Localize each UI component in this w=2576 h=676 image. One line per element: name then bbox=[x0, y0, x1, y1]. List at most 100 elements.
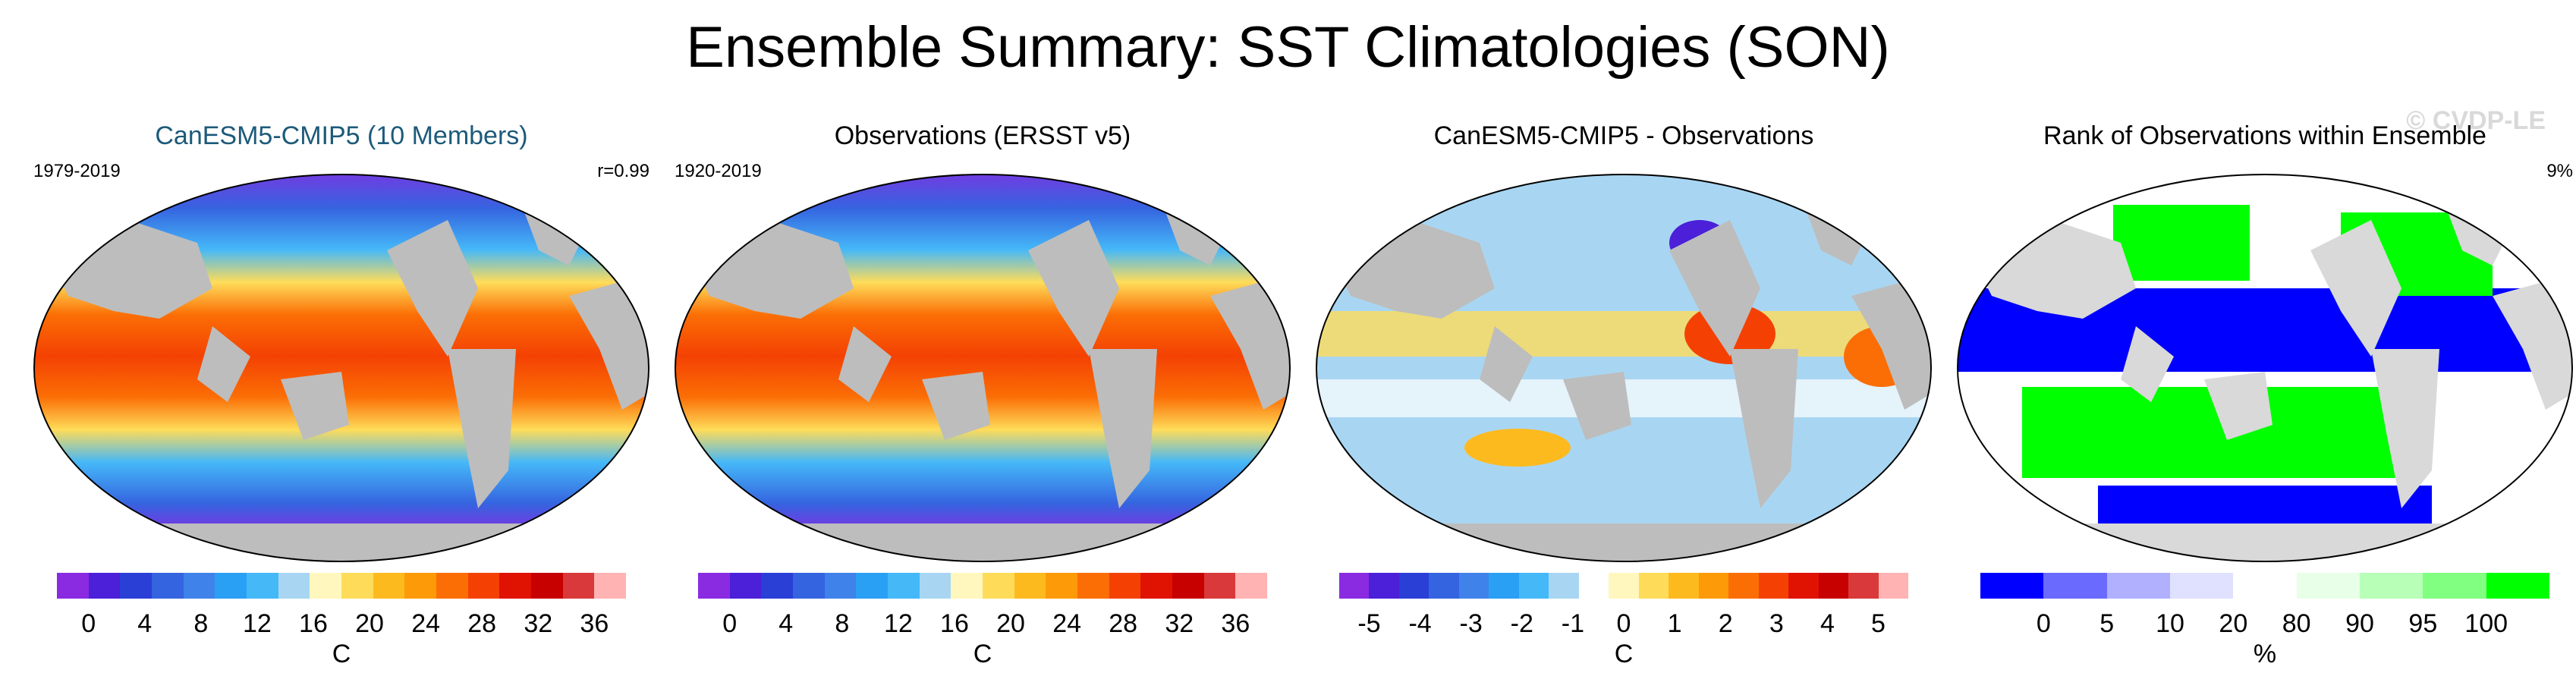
colorbar-swatch bbox=[341, 573, 374, 599]
colorbar-swatch bbox=[373, 573, 405, 599]
colorbar-tick-label: 8 bbox=[835, 609, 850, 638]
colorbar-swatch bbox=[2106, 573, 2171, 599]
colorbar-tick-label: 4 bbox=[137, 609, 153, 638]
colorbar-tick-label: -3 bbox=[1459, 609, 1483, 638]
colorbar-tick-label: 36 bbox=[1221, 609, 1250, 638]
colorbar-tick-label: 8 bbox=[193, 609, 209, 638]
colorbar-tick-label: -5 bbox=[1357, 609, 1381, 638]
colorbar-unit-label: C bbox=[1614, 640, 1634, 668]
colorbar-swatch bbox=[1848, 573, 1879, 599]
panel-rank: Rank of Observations within Ensemble 9% bbox=[1946, 114, 2576, 675]
colorbar-swatch bbox=[2170, 573, 2234, 599]
page-title: Ensemble Summary: SST Climatologies (SON… bbox=[686, 15, 1890, 80]
colorbar-tick-label: -1 bbox=[1561, 609, 1585, 638]
period-label: 1979-2019 bbox=[33, 161, 121, 181]
colorbar-swatch bbox=[1172, 573, 1205, 599]
colorbar-tick-label: 32 bbox=[1165, 609, 1194, 638]
colorbar-tick-label: 100 bbox=[2464, 609, 2508, 638]
colorbar-swatch bbox=[562, 573, 595, 599]
colorbar-swatch bbox=[310, 573, 342, 599]
colorbar-swatch bbox=[729, 573, 762, 599]
colorbar-swatch bbox=[1818, 573, 1849, 599]
colorbar-swatch bbox=[1728, 573, 1760, 599]
colorbar-swatch bbox=[698, 573, 731, 599]
colorbar: 0 4 8 12 16 20 24 28 32 36 C bbox=[664, 573, 1301, 668]
colorbar-tick-label: 12 bbox=[242, 609, 272, 638]
colorbar-tick-label: 95 bbox=[2408, 609, 2438, 638]
colorbar-swatch bbox=[152, 573, 184, 599]
colorbar-tick-label: 2 bbox=[1718, 609, 1733, 638]
colorbar-unit-label: C bbox=[332, 640, 351, 668]
colorbar-tick-label: 20 bbox=[996, 609, 1025, 638]
colorbar-unit-label: % bbox=[2253, 640, 2277, 668]
colorbar-swatch bbox=[1489, 573, 1520, 599]
colorbar-tick-label: 90 bbox=[2345, 609, 2374, 638]
colorbar-swatch bbox=[1758, 573, 1789, 599]
colorbar-swatch bbox=[1398, 573, 1430, 599]
panel-title: CanESM5-CMIP5 (10 Members) bbox=[155, 121, 528, 150]
colorbar-swatch bbox=[2233, 573, 2298, 599]
colorbar-swatch bbox=[983, 573, 1015, 599]
colorbar-swatch bbox=[1429, 573, 1460, 599]
colorbar-swatch bbox=[1014, 573, 1046, 599]
colorbar-swatch bbox=[1609, 573, 1640, 599]
panel-title: CanESM5-CMIP5 - Observations bbox=[1433, 121, 1814, 150]
colorbar-swatch bbox=[1109, 573, 1141, 599]
panel-title: Observations (ERSST v5) bbox=[834, 121, 1131, 150]
colorbar-swatch bbox=[1203, 573, 1236, 599]
colorbar-swatch bbox=[1638, 573, 1669, 599]
colorbar-swatch bbox=[1046, 573, 1078, 599]
colorbar: -5 -4 -3 -2 -1 0 1 2 3 4 5 C bbox=[1305, 573, 1942, 668]
colorbar-tick-label: 0 bbox=[81, 609, 96, 638]
colorbar-tick-label: -2 bbox=[1510, 609, 1533, 638]
correlation-label: r=0.99 bbox=[597, 161, 650, 181]
colorbar-swatch bbox=[2423, 573, 2487, 599]
colorbar-swatch bbox=[1578, 573, 1609, 599]
colorbar-swatch bbox=[1878, 573, 1909, 599]
colorbar-swatch bbox=[499, 573, 532, 599]
colorbar-tick-label: 20 bbox=[355, 609, 384, 638]
colorbar: 0 5 10 20 80 90 95 100% bbox=[1946, 573, 2576, 668]
colorbar-swatch bbox=[1980, 573, 2044, 599]
colorbar-swatch bbox=[824, 573, 857, 599]
colorbar-tick-label: 0 bbox=[1616, 609, 1631, 638]
colorbar-swatch bbox=[2360, 573, 2423, 599]
panel-observed-climatology: Observations (ERSST v5) 1920-2019 bbox=[664, 114, 1301, 675]
colorbar-tick-label: 16 bbox=[299, 609, 328, 638]
colorbar-swatch bbox=[215, 573, 247, 599]
colorbar-swatch bbox=[1518, 573, 1549, 599]
colorbar-swatch bbox=[793, 573, 826, 599]
colorbar-swatch bbox=[247, 573, 279, 599]
colorbar-swatch bbox=[1369, 573, 1400, 599]
colorbar-swatch bbox=[1235, 573, 1268, 599]
colorbar-tick-label: 5 bbox=[1871, 609, 1886, 638]
colorbar-swatch bbox=[594, 573, 627, 599]
colorbar-tick-label: 3 bbox=[1769, 609, 1784, 638]
colorbar-swatch bbox=[2296, 573, 2361, 599]
rank-map bbox=[1957, 174, 2573, 562]
colorbar-swatch bbox=[88, 573, 121, 599]
colorbar-tick-label: 36 bbox=[580, 609, 609, 638]
colorbar-swatch bbox=[1549, 573, 1580, 599]
colorbar-swatch bbox=[404, 573, 437, 599]
colorbar-swatch bbox=[856, 573, 889, 599]
colorbar-swatch bbox=[1140, 573, 1173, 599]
colorbar-swatch bbox=[1788, 573, 1820, 599]
colorbar-swatch bbox=[1669, 573, 1700, 599]
colorbar-unit-label: C bbox=[973, 640, 992, 668]
colorbar-swatch bbox=[531, 573, 564, 599]
panel-difference: CanESM5-CMIP5 - Observations bbox=[1305, 114, 1942, 675]
colorbar-swatch bbox=[1339, 573, 1370, 599]
colorbar-swatch bbox=[436, 573, 469, 599]
colorbar-swatch bbox=[2043, 573, 2108, 599]
colorbar-tick-label: 24 bbox=[1052, 609, 1082, 638]
colorbar-tick-label: 4 bbox=[1820, 609, 1835, 638]
difference-map bbox=[1316, 174, 1932, 562]
sst-map bbox=[675, 174, 1291, 562]
colorbar-tick-label: 10 bbox=[2156, 609, 2184, 638]
colorbar: 0 4 8 12 16 20 24 28 32 36 C bbox=[23, 573, 660, 668]
colorbar-swatch bbox=[467, 573, 500, 599]
colorbar-tick-label: 20 bbox=[2219, 609, 2248, 638]
colorbar-tick-label: 28 bbox=[467, 609, 497, 638]
colorbar-tick-label: 0 bbox=[2036, 609, 2051, 638]
